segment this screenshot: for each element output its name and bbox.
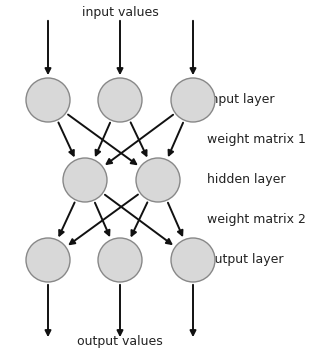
Text: hidden layer: hidden layer	[207, 174, 285, 187]
Text: weight matrix 2: weight matrix 2	[207, 213, 306, 227]
Text: input layer: input layer	[207, 93, 274, 106]
Circle shape	[136, 158, 180, 202]
Circle shape	[171, 78, 215, 122]
Circle shape	[63, 158, 107, 202]
Text: output layer: output layer	[207, 253, 283, 266]
Circle shape	[26, 238, 70, 282]
Text: output values: output values	[77, 335, 163, 348]
Circle shape	[171, 238, 215, 282]
Text: input values: input values	[82, 6, 159, 19]
Circle shape	[26, 78, 70, 122]
Circle shape	[98, 78, 142, 122]
Circle shape	[98, 238, 142, 282]
Text: weight matrix 1: weight matrix 1	[207, 134, 306, 146]
